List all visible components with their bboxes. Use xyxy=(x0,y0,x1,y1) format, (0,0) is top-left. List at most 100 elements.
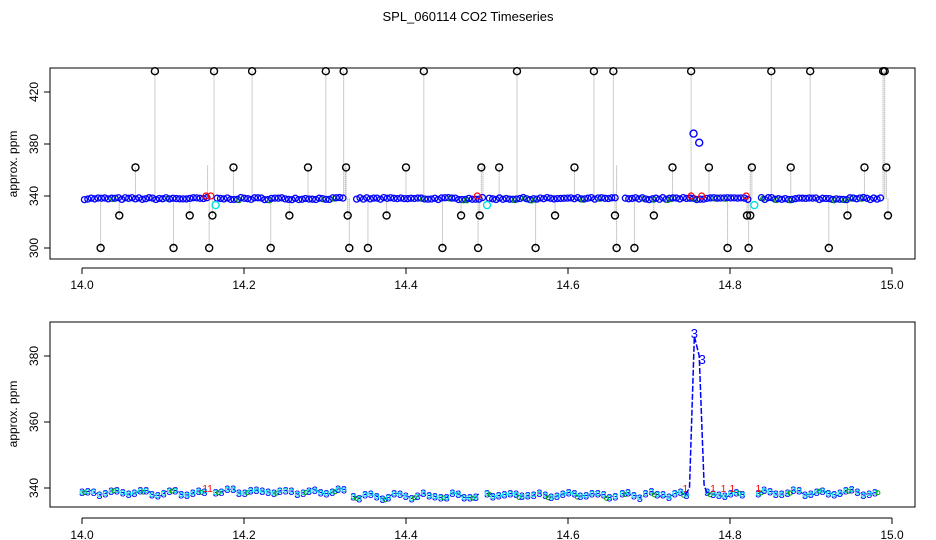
flag-point xyxy=(271,490,277,496)
plot-frame-bottom xyxy=(49,321,916,508)
data-point xyxy=(611,194,619,202)
outlier-point xyxy=(744,243,753,253)
point-label: 3 xyxy=(710,489,716,501)
point-label: 3 xyxy=(294,489,300,501)
flag-point xyxy=(265,489,271,495)
outlier-point xyxy=(742,211,752,220)
flag-point xyxy=(787,490,793,496)
data-point xyxy=(567,194,575,202)
data-point xyxy=(713,194,721,202)
data-point xyxy=(227,195,235,204)
point-label: 3 xyxy=(507,489,513,501)
data-point xyxy=(281,195,289,203)
data-point xyxy=(94,194,102,202)
chart-title: SPL_060114 CO2 Timeseries xyxy=(382,9,554,24)
flag-point xyxy=(612,493,618,499)
outlier-point xyxy=(285,211,294,220)
data-point xyxy=(240,194,248,202)
flag-point xyxy=(329,489,335,495)
flag-point xyxy=(441,495,447,501)
flag-point xyxy=(482,200,492,210)
point-label: 3 xyxy=(341,485,347,497)
point-label: 3 xyxy=(643,488,649,500)
flag-point xyxy=(595,491,601,497)
outlier-point xyxy=(531,243,540,253)
flag-point xyxy=(323,490,329,496)
data-point xyxy=(274,194,282,202)
data-point xyxy=(101,194,109,202)
point-label: 3 xyxy=(114,486,120,498)
flag-point xyxy=(560,491,566,497)
point-label: 3 xyxy=(368,489,374,501)
data-point xyxy=(267,194,276,203)
data-point xyxy=(298,195,306,203)
y-tick-label: 380 xyxy=(27,134,41,154)
data-point xyxy=(288,195,296,204)
flag-point xyxy=(601,491,607,497)
point-label: 3 xyxy=(606,493,612,505)
flag-point xyxy=(111,488,117,494)
flag-point xyxy=(403,493,409,499)
y-axis-label-top: approx. ppm xyxy=(6,131,20,198)
flag-point xyxy=(531,492,537,498)
flag-point xyxy=(155,493,161,499)
point-label: 3 xyxy=(825,488,831,500)
flag-point xyxy=(516,494,522,500)
outlier-point xyxy=(247,66,257,76)
data-point xyxy=(859,193,868,202)
data-point xyxy=(352,195,361,203)
flag-point xyxy=(785,490,791,496)
data-point xyxy=(407,194,415,202)
data-point xyxy=(386,194,395,202)
point-label: 3 xyxy=(356,493,362,505)
flag-point xyxy=(637,495,643,501)
data-point xyxy=(849,194,857,202)
data-point xyxy=(244,195,252,203)
spike-label: 3 xyxy=(691,326,698,341)
flag-point xyxy=(114,488,120,494)
flag-point xyxy=(796,488,802,494)
flag-point xyxy=(277,488,283,494)
data-point xyxy=(574,193,582,202)
flag-point xyxy=(341,487,347,493)
data-point xyxy=(84,195,92,203)
flag-point xyxy=(230,486,236,492)
flag-point xyxy=(519,493,525,499)
point-label: 3 xyxy=(755,489,761,501)
data-point xyxy=(764,194,772,202)
point-label: 3 xyxy=(96,490,102,502)
flag-point xyxy=(554,493,560,499)
flag-point xyxy=(779,491,785,497)
outlier-point xyxy=(321,66,331,76)
data-point xyxy=(553,194,561,203)
flag-point xyxy=(755,491,761,497)
flag-point xyxy=(161,490,167,496)
flag-point xyxy=(802,492,808,498)
flag-point xyxy=(589,490,595,496)
data-point xyxy=(427,195,436,203)
flag-point xyxy=(415,493,421,499)
data-point xyxy=(393,194,402,203)
flag-point xyxy=(571,491,577,497)
flag-point xyxy=(444,495,450,501)
point-label: 3 xyxy=(722,491,728,503)
outlier-point xyxy=(610,211,620,220)
flag-point xyxy=(790,487,796,493)
data-point xyxy=(808,194,817,202)
x-tick-label: 14.0 xyxy=(70,278,94,292)
flag-point xyxy=(722,493,728,499)
outlier-point xyxy=(208,211,217,220)
outlier-point xyxy=(746,211,755,220)
flag-point xyxy=(854,489,860,495)
flag-point xyxy=(808,491,814,497)
point-label: 3 xyxy=(819,486,825,498)
flag-point xyxy=(82,490,88,496)
point-label: 3 xyxy=(323,488,329,500)
data-point xyxy=(182,195,191,203)
data-point xyxy=(135,194,143,202)
outlier-point xyxy=(266,243,275,253)
flag-point xyxy=(178,492,184,498)
data-point xyxy=(339,194,347,202)
data-point xyxy=(570,195,578,203)
flag-point xyxy=(507,491,513,497)
